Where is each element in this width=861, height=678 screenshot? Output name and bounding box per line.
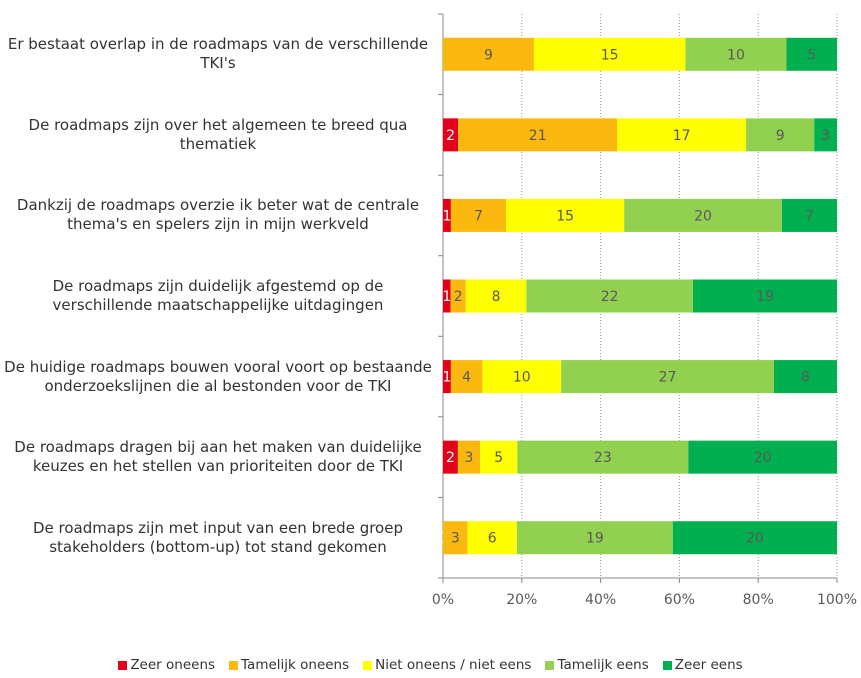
bar-segment	[443, 198, 451, 232]
bar-segment	[781, 198, 837, 232]
x-tick-label: 80%	[743, 592, 774, 608]
bar-segment	[685, 37, 787, 71]
data-label: 1	[442, 289, 451, 305]
data-label: 8	[801, 370, 810, 386]
category-label: De roadmaps dragen bij aan het maken van…	[14, 438, 422, 476]
data-label: 20	[754, 450, 772, 466]
bar-segment	[458, 118, 618, 152]
x-tick-label: 40%	[585, 592, 616, 608]
bar-segment	[624, 198, 782, 232]
bar-segment	[526, 279, 694, 313]
bar-segment	[672, 521, 837, 555]
bar-segment	[450, 279, 466, 313]
data-label: 21	[529, 128, 547, 144]
legend-label: Zeer eens	[674, 657, 743, 673]
data-label: 20	[694, 208, 712, 224]
bar-segment	[467, 521, 517, 555]
data-label: 22	[601, 289, 619, 305]
bar-segment	[465, 279, 527, 313]
bar-segment	[517, 440, 689, 474]
bar-segment	[786, 37, 837, 71]
bar-segment	[688, 440, 837, 474]
legend-swatch	[662, 660, 672, 670]
category-label: De huidige roadmaps bouwen vooral voort …	[4, 357, 432, 395]
legend-label: Tamelijk eens	[557, 657, 649, 673]
data-label: 7	[805, 208, 814, 224]
bar-segment	[814, 118, 837, 152]
category-label: De roadmaps zijn met input van een brede…	[33, 518, 403, 556]
data-label: 7	[474, 208, 483, 224]
legend: Zeer oneens Tamelijk oneens Niet oneens / …	[0, 657, 861, 673]
data-label: 9	[484, 47, 493, 63]
bar-segment	[746, 118, 815, 152]
category-label: De roadmaps zijn duidelijk afgestemd op …	[52, 277, 384, 314]
bar-segment	[617, 118, 747, 152]
data-label: 19	[586, 531, 604, 547]
bar-segment	[482, 360, 562, 394]
bar-segment	[506, 198, 625, 232]
legend-label: Zeer oneens	[130, 657, 216, 673]
bar-segment	[443, 279, 451, 313]
bar-segment	[480, 440, 518, 474]
bar-segment	[533, 37, 686, 71]
x-tick-label: 20%	[506, 592, 537, 608]
bar-segment	[773, 360, 837, 394]
legend-swatch	[545, 660, 555, 670]
bar-segment	[443, 118, 459, 152]
bar-segment	[450, 360, 483, 394]
bar-segment	[443, 521, 468, 555]
data-label: 8	[492, 289, 501, 305]
data-label: 3	[465, 450, 474, 466]
bar-segment	[561, 360, 774, 394]
data-label: 2	[454, 289, 463, 305]
data-label: 20	[746, 531, 764, 547]
data-label: 17	[673, 128, 691, 144]
data-label: 3	[821, 128, 830, 144]
bar-segment	[443, 440, 458, 474]
data-label: 3	[451, 531, 460, 547]
legend-item: Zeer eens	[662, 657, 743, 673]
legend-swatch	[118, 660, 128, 670]
data-label: 1	[442, 208, 451, 224]
data-label: 27	[659, 370, 677, 386]
legend-swatch	[229, 660, 239, 670]
data-label: 5	[494, 450, 503, 466]
data-label: 2	[446, 450, 455, 466]
x-tick-label: 100%	[817, 592, 857, 608]
legend-label: Niet oneens / niet eens	[375, 657, 532, 673]
x-tick-label: 60%	[664, 592, 695, 608]
bar-segment	[443, 360, 451, 394]
bar-segment	[443, 37, 534, 71]
data-label: 4	[462, 370, 471, 386]
legend-label: Tamelijk oneens	[241, 657, 350, 673]
data-label: 23	[594, 450, 612, 466]
data-label: 1	[442, 370, 451, 386]
data-label: 15	[601, 47, 619, 63]
category-label: Er bestaat overlap in de roadmaps van de…	[7, 35, 429, 73]
data-label: 2	[446, 128, 455, 144]
legend-item: Tamelijk oneens	[229, 657, 349, 673]
legend-item: Zeer oneens	[118, 657, 215, 673]
legend-item: Tamelijk eens	[545, 657, 649, 673]
data-label: 10	[513, 370, 531, 386]
bar-segment	[457, 440, 481, 474]
legend-swatch	[363, 660, 373, 670]
category-label: De roadmaps zijn over het algemeen te br…	[28, 115, 408, 153]
data-label: 9	[776, 128, 785, 144]
bar-segment	[693, 279, 837, 313]
data-label: 6	[488, 531, 497, 547]
legend-item: Niet oneens / niet eens	[363, 657, 531, 673]
data-label: 5	[807, 47, 816, 63]
category-label: Dankzij de roadmaps overzie ik beter wat…	[16, 196, 420, 234]
data-label: 15	[556, 208, 574, 224]
bar-segment	[450, 198, 507, 232]
data-label: 10	[727, 47, 745, 63]
bar-segment	[516, 521, 673, 555]
x-tick-label: 0%	[432, 592, 454, 608]
data-label: 19	[756, 289, 774, 305]
